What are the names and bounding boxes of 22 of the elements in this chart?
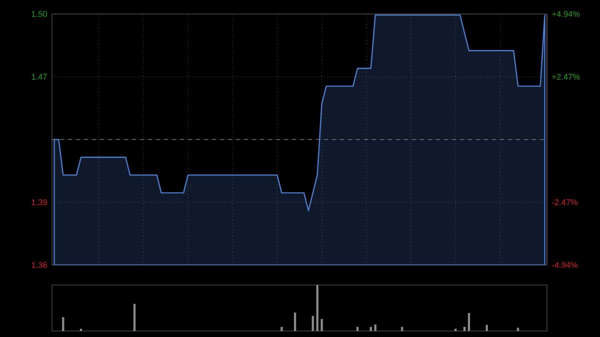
bar (463, 326, 466, 331)
bar (401, 326, 404, 331)
bar (294, 312, 296, 331)
bar (280, 326, 283, 331)
bar (312, 316, 314, 331)
y-tick-label: 1.50 (32, 11, 47, 17)
bar (62, 317, 64, 331)
bar (356, 326, 359, 331)
y2-tick-label: +4.94% (552, 11, 580, 17)
y2-tick-label: +2.47% (552, 74, 580, 80)
y2-tick-label: -2.47% (552, 199, 578, 206)
y-tick-label: 1.39 (32, 199, 47, 206)
y-tick-label: 1.36 (32, 262, 47, 268)
bar (316, 284, 318, 331)
y2-tick-label: -4.94% (552, 262, 578, 268)
bar (486, 325, 488, 331)
bar (370, 326, 372, 331)
bar (133, 304, 136, 331)
bar (320, 319, 323, 331)
y-tick-label: 1.47 (32, 74, 47, 80)
bar (374, 324, 376, 331)
bar (468, 313, 470, 331)
